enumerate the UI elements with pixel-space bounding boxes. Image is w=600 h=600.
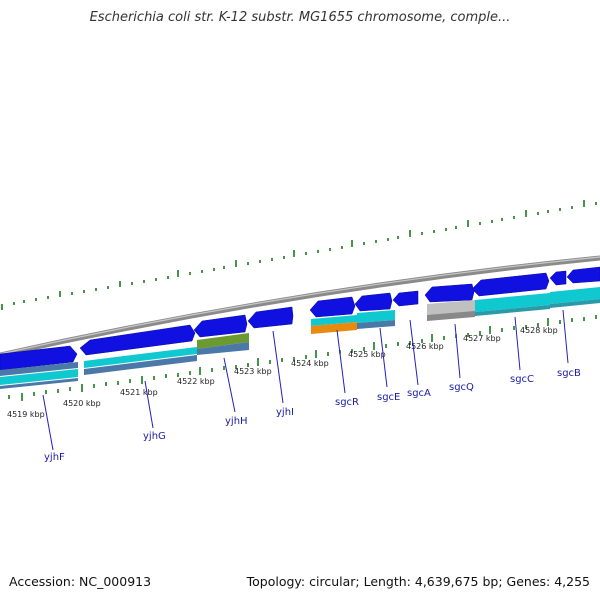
gene-arrow xyxy=(0,345,78,371)
gene-label: sgcB xyxy=(557,368,581,379)
kbp-label: 4521 kbp xyxy=(120,388,158,397)
topology-summary: Topology: circular; Length: 4,639,675 bp… xyxy=(246,574,590,589)
gene-labels: yjhF yjhG yjhH yjhI sgcR sgcE sgcA sgcQ … xyxy=(44,368,581,463)
chromosome-backbone xyxy=(0,255,600,358)
kbp-label: 4520 kbp xyxy=(63,399,101,408)
gene-arrow xyxy=(79,324,196,356)
gene-label: sgcA xyxy=(407,388,431,399)
forward-genes xyxy=(0,266,600,371)
kbp-labels: 4519 kbp 4520 kbp 4521 kbp 4522 kbp 4523… xyxy=(7,326,558,419)
gene-label: yjhI xyxy=(276,407,294,418)
gene-leader-lines xyxy=(42,309,569,451)
upper-tick-track xyxy=(1,200,597,310)
cds-track xyxy=(0,287,600,389)
gene-label: sgcE xyxy=(377,392,400,403)
gene-arrow xyxy=(354,292,393,312)
kbp-label: 4527 kbp xyxy=(463,334,501,343)
lower-tick-track xyxy=(8,315,597,401)
gene-arrow xyxy=(471,272,550,297)
gene-arrow xyxy=(309,296,356,318)
gene-arrow xyxy=(193,314,248,338)
gene-arrow xyxy=(424,283,475,303)
accession-label: Accession: NC_000913 xyxy=(9,574,152,589)
gene-arrow xyxy=(549,270,567,286)
gene-label: yjhG xyxy=(143,431,166,442)
map-title: Escherichia coli str. K-12 substr. MG165… xyxy=(89,10,511,25)
gene-label: sgcC xyxy=(510,374,534,385)
kbp-label: 4528 kbp xyxy=(520,326,558,335)
gene-label: yjhF xyxy=(44,452,65,463)
gene-label: sgcR xyxy=(335,397,359,408)
gene-label: yjhH xyxy=(225,416,248,427)
kbp-label: 4526 kbp xyxy=(406,342,444,351)
gene-arrow xyxy=(566,266,600,284)
kbp-label: 4525 kbp xyxy=(348,350,386,359)
gene-arrow xyxy=(392,290,419,307)
gene-arrow xyxy=(247,306,294,329)
gene-label: sgcQ xyxy=(449,382,474,393)
kbp-label: 4524 kbp xyxy=(291,359,329,368)
kbp-label: 4522 kbp xyxy=(177,377,215,386)
kbp-label: 4519 kbp xyxy=(7,410,45,419)
kbp-label: 4523 kbp xyxy=(234,367,272,376)
